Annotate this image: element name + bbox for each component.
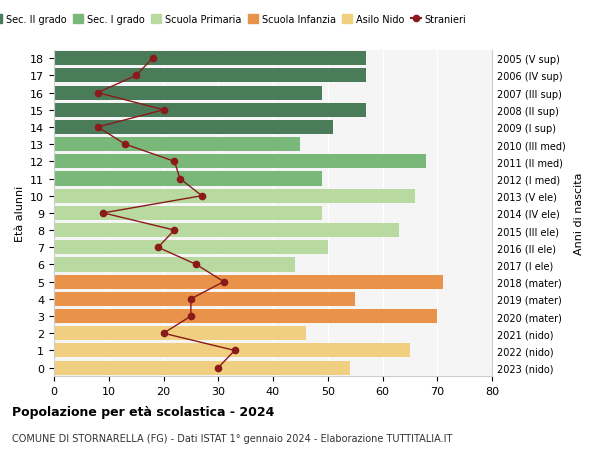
Bar bbox=[54, 138, 301, 152]
Bar bbox=[54, 326, 306, 341]
Bar bbox=[54, 258, 295, 272]
Bar bbox=[54, 189, 415, 203]
Bar bbox=[54, 172, 322, 186]
Bar bbox=[54, 344, 410, 358]
Bar bbox=[54, 292, 355, 306]
Bar bbox=[54, 361, 350, 375]
Text: COMUNE DI STORNARELLA (FG) - Dati ISTAT 1° gennaio 2024 - Elaborazione TUTTITALI: COMUNE DI STORNARELLA (FG) - Dati ISTAT … bbox=[12, 433, 452, 442]
Bar bbox=[54, 52, 366, 66]
Bar bbox=[54, 275, 443, 289]
Bar bbox=[54, 241, 328, 255]
Y-axis label: Età alunni: Età alunni bbox=[14, 185, 25, 241]
Y-axis label: Anni di nascita: Anni di nascita bbox=[574, 172, 584, 255]
Bar bbox=[54, 207, 322, 220]
Bar bbox=[54, 155, 426, 169]
Bar bbox=[54, 121, 333, 134]
Bar bbox=[54, 309, 437, 324]
Bar bbox=[54, 224, 399, 238]
Bar bbox=[54, 103, 366, 118]
Text: Popolazione per età scolastica - 2024: Popolazione per età scolastica - 2024 bbox=[12, 405, 274, 419]
Legend: Sec. II grado, Sec. I grado, Scuola Primaria, Scuola Infanzia, Asilo Nido, Stran: Sec. II grado, Sec. I grado, Scuola Prim… bbox=[0, 13, 469, 27]
Bar bbox=[54, 69, 366, 83]
Bar bbox=[54, 86, 322, 101]
